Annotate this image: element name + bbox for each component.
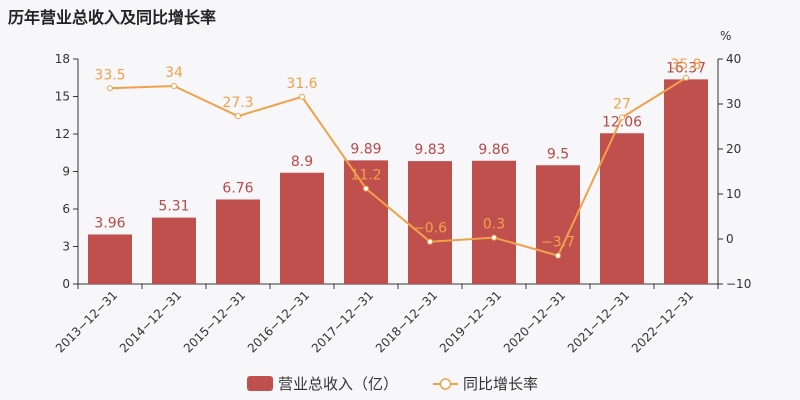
growth-value-label: 33.5 (94, 67, 125, 83)
y-left-tick-label: 6 (62, 202, 70, 216)
bar-value-label: 8.9 (291, 154, 313, 170)
y-right-unit-label: % (720, 29, 731, 43)
growth-value-label: 27.3 (222, 95, 253, 111)
legend: 营业总收入（亿） 同比增长率 (247, 375, 538, 393)
bar (664, 79, 708, 284)
x-tick-label: 2022−12−31 (629, 288, 696, 355)
bar-value-label: 9.86 (478, 142, 509, 158)
y-left-tick-label: 9 (62, 165, 70, 179)
growth-value-label: −3.7 (541, 235, 575, 251)
bar (472, 160, 516, 284)
y-right-tick-label: 10 (726, 187, 741, 201)
legend-bar-swatch (247, 376, 273, 391)
growth-value-label: −0.6 (413, 221, 447, 237)
growth-point (363, 185, 369, 192)
bar (280, 172, 324, 284)
bar-value-label: 3.96 (94, 216, 125, 232)
growth-value-label: 34 (165, 65, 183, 81)
x-tick-label: 2014−12−31 (117, 288, 184, 355)
x-tick-label: 2018−12−31 (373, 288, 440, 355)
bar-value-label: 5.31 (158, 199, 189, 215)
bar-value-label: 9.89 (350, 141, 381, 157)
y-left-tick-label: 0 (62, 277, 70, 291)
y-left-tick-label: 3 (62, 240, 70, 254)
bar-value-label: 12.06 (602, 114, 642, 130)
y-right-tick-label: 40 (726, 52, 741, 66)
x-tick-label: 2019−12−31 (437, 288, 504, 355)
y-left-tick-label: 12 (55, 127, 70, 141)
legend-bar-label: 营业总收入（亿） (278, 375, 398, 393)
bar-value-label: 6.76 (222, 181, 253, 197)
growth-point (171, 83, 177, 89)
axes: 0 3 6 9 12 15 18 −10 0 10 20 30 40% 2013−12−312014−12… (53, 29, 752, 356)
growth-point (107, 85, 113, 92)
x-tick-label: 2017−12−31 (309, 288, 376, 355)
legend-line-label: 同比增长率 (463, 375, 538, 393)
x-tick-label: 2016−12−31 (245, 288, 312, 355)
y-right-tick-label: 0 (726, 232, 734, 246)
growth-value-label: 31.6 (286, 76, 317, 92)
bar (600, 133, 644, 284)
y-right-tick-label: 30 (726, 97, 741, 111)
chart-title: 历年营业总收入及同比增长率 (8, 8, 217, 27)
bar (152, 217, 196, 284)
growth-value-label: 35.8 (670, 57, 701, 73)
y-left-tick-label: 18 (55, 52, 70, 66)
growth-point (683, 74, 689, 81)
growth-line (107, 74, 689, 259)
y-right-tick-label: −10 (726, 277, 751, 291)
bar-value-label: 16.37 (666, 60, 706, 76)
bar (88, 234, 132, 284)
x-tick-label: 2021−12−31 (565, 288, 632, 355)
x-tick-label: 2015−12−31 (181, 288, 248, 355)
growth-value-label: 27 (613, 97, 631, 113)
bar (408, 161, 452, 284)
bar-value-label: 9.5 (547, 146, 569, 162)
legend-line-marker (439, 378, 452, 390)
x-tick-label: 2020−12−31 (501, 288, 568, 355)
bar (344, 160, 388, 284)
bar (216, 199, 260, 284)
growth-value-label: 0.3 (483, 217, 505, 233)
growth-point (491, 234, 497, 241)
y-left-tick-label: 15 (55, 90, 70, 104)
x-tick-label: 2013−12−31 (53, 288, 120, 355)
bars (88, 79, 708, 284)
growth-line-path (109, 77, 687, 257)
bar-value-label: 9.83 (414, 142, 445, 158)
growth-point (235, 113, 241, 120)
growth-point (619, 114, 625, 121)
y-right-tick-label: 20 (726, 142, 741, 156)
growth-point (555, 252, 561, 259)
growth-value-label: 11.2 (350, 168, 381, 184)
growth-point (427, 238, 433, 245)
data-labels: 3.96 5.31 6.76 8.9 9.89 9.83 9.86 9.5 12.06 16.37… (94, 57, 706, 251)
growth-point (299, 93, 305, 100)
